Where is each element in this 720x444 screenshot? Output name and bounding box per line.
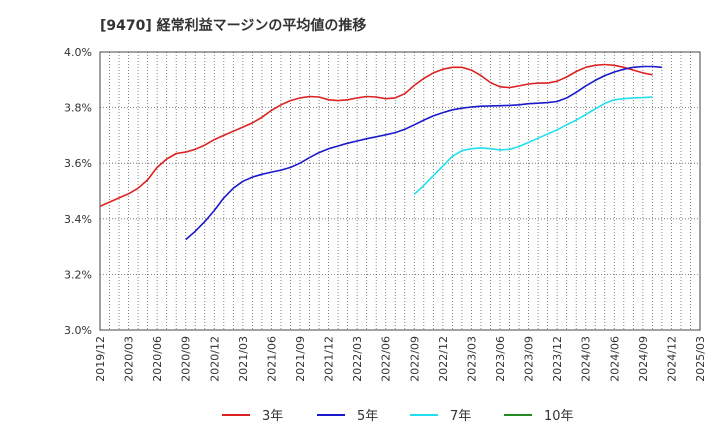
x-tick-label: 2022/03 [351, 336, 364, 382]
x-tick-label: 2024/09 [637, 336, 650, 382]
legend-label-1: 5年 [357, 409, 378, 424]
y-tick-label: 3.8% [64, 102, 92, 115]
plot-area [100, 52, 700, 330]
x-tick-label: 2020/12 [208, 336, 221, 382]
y-tick-label: 3.0% [64, 324, 92, 337]
x-tick-label: 2020/09 [180, 336, 193, 382]
series-line-1 [185, 65, 662, 241]
chart-title: [9470] 経常利益マージンの平均値の推移 [100, 17, 366, 34]
x-tick-label: 2020/03 [123, 336, 136, 382]
x-tick-label: 2024/06 [608, 336, 621, 382]
x-tick-label: 2021/06 [265, 336, 278, 382]
x-tick-label: 2024/12 [665, 336, 678, 382]
plot-frame [99, 51, 701, 331]
x-tick-label: 2023/03 [465, 336, 478, 382]
series-line-0 [99, 63, 653, 208]
x-tick-label: 2023/12 [551, 336, 564, 382]
x-tick-label: 2023/09 [523, 336, 536, 382]
y-tick-label: 3.4% [64, 213, 92, 226]
y-tick-label: 3.2% [64, 268, 92, 281]
x-tick-label: 2025/03 [694, 336, 707, 382]
legend-label-0: 3年 [262, 409, 283, 424]
series-layer [99, 63, 662, 241]
x-tick-label: 2021/03 [237, 336, 250, 382]
y-tick-label: 4.0% [64, 46, 92, 59]
x-tick-label: 2024/03 [580, 336, 593, 382]
x-tick-label: 2021/09 [294, 336, 307, 382]
x-tick-label: 2022/12 [437, 336, 450, 382]
x-tick-label: 2022/06 [380, 336, 393, 382]
axis-layer: 3.0% 3.2% 3.4% 3.6% 3.8% 4.0% 2019/12 2020/03 20… [64, 46, 707, 382]
x-tick-label: 2021/12 [323, 336, 336, 382]
series-line-2 [413, 96, 653, 195]
grid-layer [100, 52, 700, 330]
legend: 3年 5年 7年 10年 [222, 409, 574, 424]
x-tick-label: 2023/06 [494, 336, 507, 382]
x-tick-label: 2020/06 [151, 336, 164, 382]
legend-label-2: 7年 [450, 409, 471, 424]
legend-label-3: 10年 [544, 409, 574, 424]
y-tick-label: 3.6% [64, 157, 92, 170]
x-tick-label: 2019/12 [94, 336, 107, 382]
x-tick-label: 2022/09 [408, 336, 421, 382]
